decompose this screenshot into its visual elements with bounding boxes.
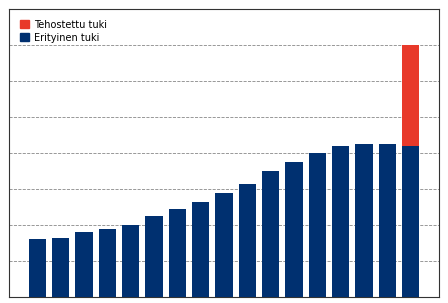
Bar [29, 239, 46, 297]
Bar [239, 184, 256, 297]
Bar [309, 153, 326, 297]
Bar [402, 45, 419, 146]
Bar [332, 146, 349, 297]
Bar [168, 209, 186, 297]
Bar [379, 144, 396, 297]
Bar [285, 162, 303, 297]
Bar [52, 238, 69, 297]
Bar [122, 225, 139, 297]
Bar [192, 201, 209, 297]
Bar [262, 171, 280, 297]
Bar [145, 216, 163, 297]
Bar [215, 193, 233, 297]
Bar [99, 228, 116, 297]
Legend: Tehostettu tuki, Erityinen tuki: Tehostettu tuki, Erityinen tuki [14, 14, 113, 48]
Bar [402, 146, 419, 297]
Bar [75, 232, 93, 297]
Bar [355, 144, 373, 297]
